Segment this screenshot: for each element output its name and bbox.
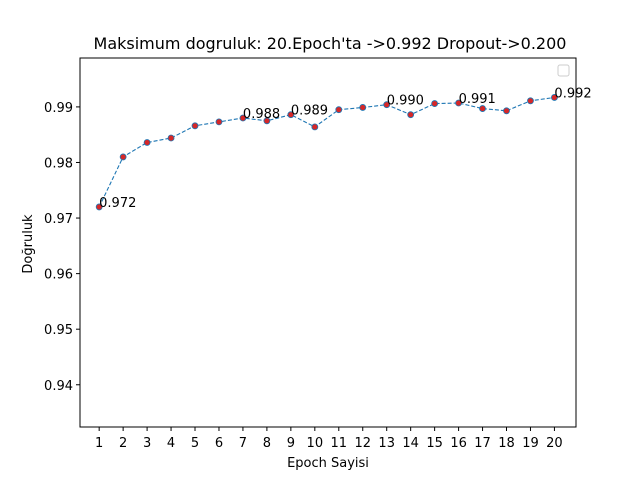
y-tick-label: 0.99 xyxy=(44,101,73,116)
data-point xyxy=(263,117,271,125)
x-tick-label: 17 xyxy=(474,436,491,451)
data-point xyxy=(287,111,295,119)
x-tick-label: 1 xyxy=(95,436,103,451)
data-point xyxy=(167,134,175,142)
y-tick-label: 0.96 xyxy=(44,268,73,283)
data-label: 0.992 xyxy=(554,86,591,101)
x-tick-label: 15 xyxy=(426,436,443,451)
data-label: 0.990 xyxy=(387,94,424,109)
data-label: 0.989 xyxy=(291,104,328,119)
chart-title: Maksimum dogruluk: 20.Epoch'ta ->0.992 D… xyxy=(94,34,567,53)
x-tick-label: 13 xyxy=(378,436,395,451)
data-label: 0.988 xyxy=(243,107,280,122)
x-tick-label: 6 xyxy=(215,436,223,451)
x-tick-label: 2 xyxy=(119,436,127,451)
x-tick-label: 19 xyxy=(522,436,539,451)
series-line xyxy=(98,96,555,208)
data-label: 0.991 xyxy=(459,92,496,107)
y-axis-label: Doğruluk xyxy=(21,214,36,274)
data-point xyxy=(143,139,151,146)
x-tick-label: 12 xyxy=(354,436,371,451)
x-tick-label: 7 xyxy=(239,436,247,451)
legend-box xyxy=(557,64,570,77)
data-point xyxy=(119,153,127,161)
data-point xyxy=(359,104,367,111)
data-point xyxy=(551,94,558,101)
data-point xyxy=(95,203,103,211)
y-tick-label: 0.95 xyxy=(44,323,73,338)
x-tick-label: 18 xyxy=(498,436,515,451)
x-tick-label: 14 xyxy=(402,436,419,451)
y-tick-label: 0.97 xyxy=(44,212,73,227)
data-point xyxy=(503,107,510,115)
data-point xyxy=(407,111,415,119)
data-point xyxy=(215,118,223,126)
y-tick-label: 0.98 xyxy=(44,156,73,171)
data-point xyxy=(527,97,534,105)
x-tick-label: 4 xyxy=(167,436,175,451)
data-point xyxy=(479,105,486,112)
plot-frame xyxy=(79,57,577,428)
plot-area xyxy=(79,57,577,428)
x-tick-label: 8 xyxy=(263,436,271,451)
y-tick-label: 0.94 xyxy=(44,379,73,394)
x-tick-label: 3 xyxy=(143,436,151,451)
x-tick-label: 20 xyxy=(546,436,563,451)
data-point xyxy=(383,101,391,109)
annotations: 0.972 0.988 0.989 0.990 0.991 0.992 xyxy=(99,86,591,210)
x-tick-label: 10 xyxy=(307,436,324,451)
series-group xyxy=(95,94,558,211)
x-tick-label: 9 xyxy=(287,436,295,451)
x-tick-label: 5 xyxy=(191,436,199,451)
data-point xyxy=(191,122,199,130)
data-point xyxy=(239,114,247,122)
data-point xyxy=(455,99,462,107)
x-tick-label: 16 xyxy=(450,436,467,451)
x-axis: 1 2 3 4 5 6 7 8 9 10 11 12 13 14 15 16 17 18 19 20 xyxy=(95,427,563,451)
x-tick-label: 11 xyxy=(331,436,348,451)
data-point xyxy=(335,106,343,114)
data-point xyxy=(311,123,319,131)
y-axis: 0.94 0.95 0.96 0.97 0.98 0.99 xyxy=(44,101,80,394)
data-point xyxy=(431,100,439,107)
x-axis-label: Epoch Sayisi xyxy=(287,456,369,471)
data-label: 0.972 xyxy=(99,196,136,211)
